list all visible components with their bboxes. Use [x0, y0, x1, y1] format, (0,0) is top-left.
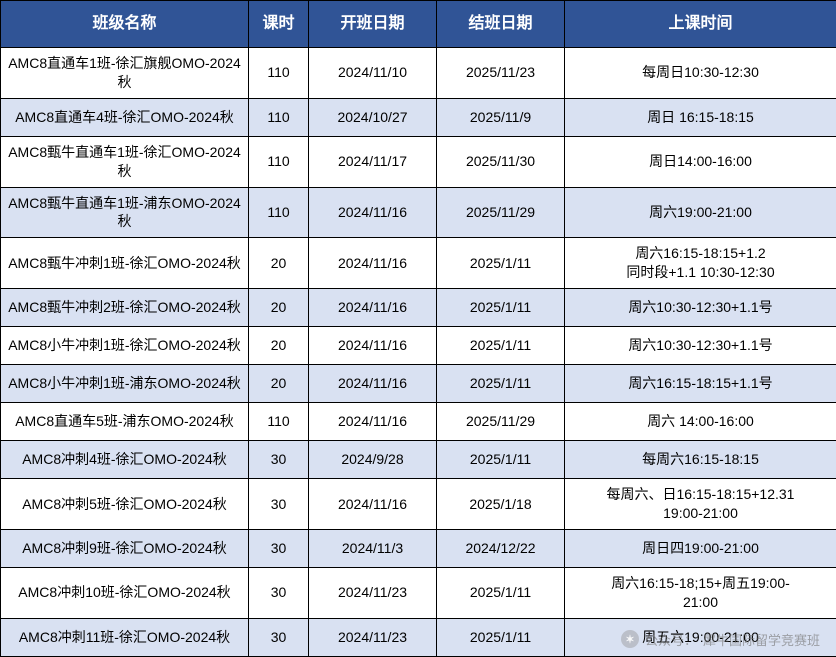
- cell-r10-c0: AMC8冲刺5班-徐汇OMO-2024秋: [1, 479, 249, 530]
- table-row: AMC8直通车1班-徐汇旗舰OMO-2024秋1102024/11/102025…: [1, 48, 836, 99]
- cell-r11-c0: AMC8冲刺9班-徐汇OMO-2024秋: [1, 529, 249, 567]
- cell-r11-c1: 30: [249, 529, 309, 567]
- cell-r9-c4: 每周六16:15-18:15: [565, 441, 836, 479]
- cell-r6-c1: 20: [249, 327, 309, 365]
- cell-r13-c1: 30: [249, 618, 309, 656]
- cell-r12-c2: 2024/11/23: [309, 567, 437, 618]
- cell-r8-c3: 2025/11/29: [437, 403, 565, 441]
- cell-r3-c4: 周六19:00-21:00: [565, 187, 836, 238]
- cell-r11-c2: 2024/11/3: [309, 529, 437, 567]
- cell-r3-c1: 110: [249, 187, 309, 238]
- cell-r1-c4: 周日 16:15-18:15: [565, 98, 836, 136]
- cell-r7-c4: 周六16:15-18:15+1.1号: [565, 365, 836, 403]
- cell-r0-c4: 每周日10:30-12:30: [565, 48, 836, 99]
- cell-r13-c3: 2025/1/11: [437, 618, 565, 656]
- col-header-1: 课时: [249, 1, 309, 48]
- table-row: AMC8冲刺11班-徐汇OMO-2024秋302024/11/232025/1/…: [1, 618, 836, 656]
- cell-r4-c3: 2025/1/11: [437, 238, 565, 289]
- cell-r2-c4: 周日14:00-16:00: [565, 136, 836, 187]
- cell-r10-c3: 2025/1/18: [437, 479, 565, 530]
- table-header: 班级名称课时开班日期结班日期上课时间: [1, 1, 836, 48]
- cell-r9-c1: 30: [249, 441, 309, 479]
- cell-r1-c3: 2025/11/9: [437, 98, 565, 136]
- cell-r1-c2: 2024/10/27: [309, 98, 437, 136]
- cell-r2-c0: AMC8甄牛直通车1班-徐汇OMO-2024秋: [1, 136, 249, 187]
- cell-r5-c0: AMC8甄牛冲刺2班-徐汇OMO-2024秋: [1, 289, 249, 327]
- cell-r5-c1: 20: [249, 289, 309, 327]
- schedule-table-container: 班级名称课时开班日期结班日期上课时间 AMC8直通车1班-徐汇旗舰OMO-202…: [0, 0, 836, 657]
- cell-r6-c4: 周六10:30-12:30+1.1号: [565, 327, 836, 365]
- cell-r8-c2: 2024/11/16: [309, 403, 437, 441]
- table-row: AMC8小牛冲刺1班-徐汇OMO-2024秋202024/11/162025/1…: [1, 327, 836, 365]
- cell-r10-c1: 30: [249, 479, 309, 530]
- col-header-2: 开班日期: [309, 1, 437, 48]
- cell-r5-c3: 2025/1/11: [437, 289, 565, 327]
- cell-r5-c4: 周六10:30-12:30+1.1号: [565, 289, 836, 327]
- cell-r8-c4: 周六 14:00-16:00: [565, 403, 836, 441]
- cell-r3-c3: 2025/11/29: [437, 187, 565, 238]
- table-body: AMC8直通车1班-徐汇旗舰OMO-2024秋1102024/11/102025…: [1, 48, 836, 657]
- cell-r7-c1: 20: [249, 365, 309, 403]
- cell-r13-c2: 2024/11/23: [309, 618, 437, 656]
- cell-r2-c1: 110: [249, 136, 309, 187]
- cell-r9-c2: 2024/9/28: [309, 441, 437, 479]
- cell-r0-c1: 110: [249, 48, 309, 99]
- cell-r13-c0: AMC8冲刺11班-徐汇OMO-2024秋: [1, 618, 249, 656]
- table-row: AMC8甄牛直通车1班-浦东OMO-2024秋1102024/11/162025…: [1, 187, 836, 238]
- table-row: AMC8小牛冲刺1班-浦东OMO-2024秋202024/11/162025/1…: [1, 365, 836, 403]
- cell-r12-c3: 2025/1/11: [437, 567, 565, 618]
- cell-r6-c0: AMC8小牛冲刺1班-徐汇OMO-2024秋: [1, 327, 249, 365]
- cell-r7-c2: 2024/11/16: [309, 365, 437, 403]
- cell-r7-c3: 2025/1/11: [437, 365, 565, 403]
- cell-r12-c4: 周六16:15-18;15+周五19:00-21:00: [565, 567, 836, 618]
- cell-r10-c2: 2024/11/16: [309, 479, 437, 530]
- cell-r8-c1: 110: [249, 403, 309, 441]
- table-row: AMC8甄牛冲刺2班-徐汇OMO-2024秋202024/11/162025/1…: [1, 289, 836, 327]
- table-row: AMC8冲刺5班-徐汇OMO-2024秋302024/11/162025/1/1…: [1, 479, 836, 530]
- cell-r9-c3: 2025/1/11: [437, 441, 565, 479]
- cell-r11-c4: 周日四19:00-21:00: [565, 529, 836, 567]
- col-header-4: 上课时间: [565, 1, 836, 48]
- cell-r0-c3: 2025/11/23: [437, 48, 565, 99]
- table-row: AMC8冲刺10班-徐汇OMO-2024秋302024/11/232025/1/…: [1, 567, 836, 618]
- cell-r9-c0: AMC8冲刺4班-徐汇OMO-2024秋: [1, 441, 249, 479]
- cell-r3-c0: AMC8甄牛直通车1班-浦东OMO-2024秋: [1, 187, 249, 238]
- cell-r1-c1: 110: [249, 98, 309, 136]
- cell-r4-c1: 20: [249, 238, 309, 289]
- cell-r0-c0: AMC8直通车1班-徐汇旗舰OMO-2024秋: [1, 48, 249, 99]
- cell-r4-c2: 2024/11/16: [309, 238, 437, 289]
- cell-r2-c2: 2024/11/17: [309, 136, 437, 187]
- cell-r8-c0: AMC8直通车5班-浦东OMO-2024秋: [1, 403, 249, 441]
- cell-r12-c0: AMC8冲刺10班-徐汇OMO-2024秋: [1, 567, 249, 618]
- cell-r3-c2: 2024/11/16: [309, 187, 437, 238]
- cell-r6-c2: 2024/11/16: [309, 327, 437, 365]
- cell-r1-c0: AMC8直通车4班-徐汇OMO-2024秋: [1, 98, 249, 136]
- cell-r4-c4: 周六16:15-18:15+1.2同时段+1.1 10:30-12:30: [565, 238, 836, 289]
- cell-r11-c3: 2024/12/22: [437, 529, 565, 567]
- table-row: AMC8冲刺4班-徐汇OMO-2024秋302024/9/282025/1/11…: [1, 441, 836, 479]
- table-row: AMC8冲刺9班-徐汇OMO-2024秋302024/11/32024/12/2…: [1, 529, 836, 567]
- col-header-0: 班级名称: [1, 1, 249, 48]
- table-row: AMC8甄牛冲刺1班-徐汇OMO-2024秋202024/11/162025/1…: [1, 238, 836, 289]
- cell-r5-c2: 2024/11/16: [309, 289, 437, 327]
- cell-r10-c4: 每周六、日16:15-18:15+12.3119:00-21:00: [565, 479, 836, 530]
- table-row: AMC8直通车4班-徐汇OMO-2024秋1102024/10/272025/1…: [1, 98, 836, 136]
- cell-r2-c3: 2025/11/30: [437, 136, 565, 187]
- table-row: AMC8直通车5班-浦东OMO-2024秋1102024/11/162025/1…: [1, 403, 836, 441]
- cell-r4-c0: AMC8甄牛冲刺1班-徐汇OMO-2024秋: [1, 238, 249, 289]
- table-row: AMC8甄牛直通车1班-徐汇OMO-2024秋1102024/11/172025…: [1, 136, 836, 187]
- cell-r12-c1: 30: [249, 567, 309, 618]
- cell-r13-c4: 周五六19:00-21:00: [565, 618, 836, 656]
- cell-r6-c3: 2025/1/11: [437, 327, 565, 365]
- schedule-table: 班级名称课时开班日期结班日期上课时间 AMC8直通车1班-徐汇旗舰OMO-202…: [0, 0, 836, 657]
- cell-r7-c0: AMC8小牛冲刺1班-浦东OMO-2024秋: [1, 365, 249, 403]
- cell-r0-c2: 2024/11/10: [309, 48, 437, 99]
- col-header-3: 结班日期: [437, 1, 565, 48]
